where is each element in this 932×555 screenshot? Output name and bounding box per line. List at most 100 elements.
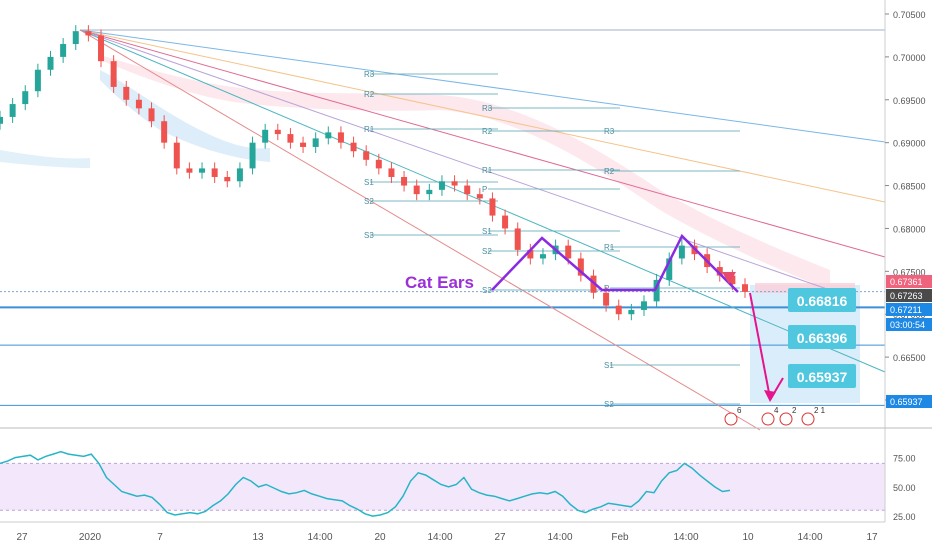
x-tick-label: 2020 [79,532,102,543]
sell-arrow [722,272,736,284]
pivot-label: R3 [604,127,615,136]
candle-body [413,185,420,195]
pivot-label: S1 [364,178,374,187]
candle-body [678,245,685,259]
pivot-label: R2 [482,127,493,136]
y-tick-label: 0.70000 [893,53,926,63]
candle-body [123,86,130,100]
fan-line [79,29,886,203]
y-tick-label: 0.67500 [893,267,926,277]
y-tick-label: 0.70500 [893,10,926,20]
y-tick-label: 0.69000 [893,139,926,149]
candle-body [640,301,647,310]
candle-body [135,99,142,109]
price-tag-text: 0.67361 [890,277,923,287]
x-tick-label: 14:00 [427,532,452,543]
pivot-label: R2 [604,167,615,176]
pivot-label: P [604,284,609,293]
target-label-text: 0.65937 [797,369,848,385]
fan-line [79,29,886,143]
cloud-band-upper [100,55,830,290]
candle-body [161,121,168,143]
price-tag: 0.67361 [886,275,932,288]
candle-body [325,132,332,139]
price-tag-box [886,395,932,408]
candle-body [426,189,433,195]
rsi-line [0,450,731,517]
x-tick-label: 14:00 [797,532,822,543]
fan-line [79,29,761,431]
pivot-label: S2 [604,400,614,409]
candle-body [274,129,281,135]
x-tick-label: 20 [374,532,386,543]
candle-body [22,91,29,105]
event-flag-icon [761,412,775,426]
price-tag: 0.67211 [886,303,932,316]
price-tag-box [886,275,932,288]
cat-ears-label: Cat Ears [405,273,474,292]
target-label: 0.66816 [788,288,856,312]
y-tick-label: 0.68000 [893,224,926,234]
pivot-label: S3 [364,231,374,240]
event-badge-count: 4 [774,406,779,415]
candle-body [287,134,294,143]
candle-body [502,215,509,229]
pivot-label: R3 [482,104,493,113]
event-flag-icon [779,412,793,426]
rsi-tick-label: 50.00 [893,483,916,493]
candle-body [388,168,395,177]
candle-body [729,275,736,285]
pivot-label: R3 [364,70,375,79]
x-tick-label: 13 [252,532,264,543]
candle-body [514,228,521,250]
candle-body [666,258,673,280]
candle-body [489,198,496,216]
pivot-label: S1 [482,227,492,236]
pivot-label: S2 [364,197,374,206]
target-label: 0.65937 [788,364,856,388]
event-badge-count: 2 1 [814,406,826,415]
candle-body [110,61,117,87]
pivot-label: S3 [482,286,492,295]
candle-body [85,31,92,36]
candle-body [199,168,206,173]
candle-body [34,69,41,92]
event-badge-count: 2 [792,406,797,415]
x-tick-label: 14:00 [673,532,698,543]
candle-body [603,292,610,306]
target-label-box [788,288,856,312]
candle-body [337,132,344,143]
candle-body [249,142,256,169]
candle-body [539,254,546,259]
price-tag-box [886,289,932,302]
x-tick-label: 10 [742,532,754,543]
target-label-box [788,364,856,388]
price-tag: 0.67263 [886,289,932,302]
candle-body [527,249,534,259]
rsi-tick-label: 25.00 [893,512,916,522]
pivot-label: R1 [364,125,375,134]
candle-body [476,194,483,199]
x-tick-label: Feb [611,532,629,543]
fan-line [79,29,886,258]
y-tick-label: 0.69500 [893,96,926,106]
pivot-label: R1 [482,166,493,175]
projection-arrow-up [769,377,784,401]
candle-body [60,44,67,57]
candle-body [401,176,408,186]
x-tick-label: 17 [866,532,878,543]
candle-body [236,168,243,182]
x-tick-label: 27 [16,532,28,543]
pivot-label: S2 [482,247,492,256]
candle-body [186,168,193,173]
event-badge-count: 6 [737,406,742,415]
candle-body [716,267,723,276]
cloud-band-left [0,150,90,168]
candle-body [464,185,471,195]
candle-body [148,108,155,122]
candle-body [47,56,54,70]
price-tag-text: 03:00:54 [890,320,925,330]
candle-body [577,258,584,276]
